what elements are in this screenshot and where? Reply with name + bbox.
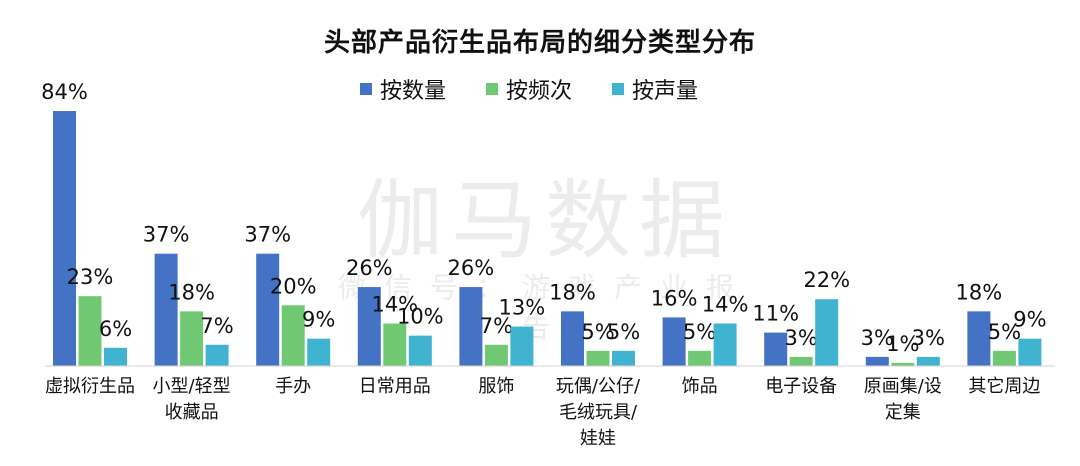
data-label-0-0: 84%	[41, 80, 88, 104]
bar-9-1	[992, 350, 1016, 366]
data-label-1-2: 7%	[200, 314, 233, 338]
bar-8-0	[865, 356, 889, 366]
data-label-2-0: 37%	[244, 223, 291, 247]
data-label-8-0: 3%	[861, 326, 894, 350]
data-label-6-0: 16%	[651, 286, 698, 310]
bar-3-0	[357, 287, 381, 366]
category-label-8-0: 原画集/设	[864, 376, 942, 397]
category-label-1-0: 小型/轻型	[153, 376, 231, 397]
category-label-4-0: 服饰	[478, 376, 514, 397]
category-label-0-0: 虚拟衍生品	[45, 376, 135, 397]
category-label-9-0: 其它周边	[968, 376, 1040, 397]
category-label-5-0: 玩偶/公仔/	[556, 376, 641, 397]
data-label-1-1: 18%	[168, 280, 215, 304]
data-label-8-2: 3%	[912, 326, 945, 350]
data-label-8-1: 1%	[886, 332, 919, 356]
category-label-1-1: 收藏品	[165, 402, 219, 423]
bar-6-2	[713, 323, 737, 366]
bar-1-0	[154, 253, 178, 366]
data-label-0-1: 23%	[67, 265, 114, 289]
data-label-3-2: 10%	[397, 305, 444, 329]
bar-0-1	[78, 296, 102, 366]
legend-label-0: 按数量	[380, 79, 447, 104]
bar-4-0	[459, 287, 483, 366]
data-label-5-0: 18%	[549, 280, 596, 304]
data-label-4-1: 7%	[480, 314, 513, 338]
bar-9-0	[967, 311, 991, 366]
legend-swatch-1	[486, 83, 499, 95]
bar-6-0	[662, 317, 686, 366]
bar-5-0	[561, 311, 584, 366]
data-label-6-1: 5%	[683, 320, 716, 344]
data-label-2-1: 20%	[270, 274, 317, 298]
data-label-4-0: 26%	[448, 256, 495, 280]
legend-item-2: 按声量	[612, 73, 698, 105]
bar-8-1	[891, 362, 915, 366]
data-label-9-2: 9%	[1013, 308, 1046, 332]
category-label-6-0: 饰品	[682, 376, 718, 397]
bar-2-1	[281, 305, 305, 366]
bar-5-1	[586, 350, 610, 366]
category-label-3-0: 日常用品	[359, 376, 431, 397]
bar-0-0	[53, 111, 76, 366]
bar-1-1	[180, 311, 204, 366]
bar-8-2	[916, 356, 940, 366]
category-label-2-0: 手办	[275, 376, 311, 397]
bar-4-1	[484, 344, 508, 366]
bar-6-1	[688, 350, 712, 366]
data-label-3-0: 26%	[346, 256, 393, 280]
bar-7-0	[764, 332, 788, 366]
legend-label-1: 按频次	[506, 79, 573, 104]
data-label-0-2: 6%	[99, 317, 132, 341]
data-label-3-1: 14%	[371, 293, 418, 317]
data-label-6-2: 14%	[702, 293, 749, 317]
legend-swatch-2	[612, 83, 625, 95]
bar-7-2	[815, 299, 839, 366]
data-label-9-1: 5%	[988, 320, 1021, 344]
data-label-7-0: 11%	[752, 302, 799, 326]
chart-title: 头部产品衍生品布局的细分类型分布	[323, 28, 756, 58]
bar-9-2	[1018, 338, 1042, 366]
category-label-5-1: 毛绒玩具/	[559, 402, 638, 423]
bar-3-2	[408, 335, 432, 366]
bar-1-2	[205, 344, 229, 366]
legend-item-0: 按数量	[360, 73, 446, 105]
bar-4-2	[510, 326, 534, 366]
data-label-5-1: 5%	[581, 320, 614, 344]
data-label-7-2: 22%	[803, 268, 850, 292]
bar-2-0	[256, 253, 280, 366]
data-label-5-2: 5%	[607, 320, 640, 344]
bar-0-2	[104, 347, 127, 366]
category-label-8-1: 定集	[885, 402, 921, 423]
bar-3-1	[383, 323, 407, 366]
bar-7-1	[789, 356, 813, 366]
bar-5-2	[612, 350, 635, 366]
data-label-1-0: 37%	[143, 223, 190, 247]
data-label-2-2: 9%	[302, 308, 335, 332]
legend-item-1: 按频次	[486, 73, 572, 105]
legend-swatch-0	[360, 83, 372, 95]
data-label-7-1: 3%	[785, 326, 818, 350]
legend-label-2: 按声量	[632, 79, 699, 104]
category-label-5-2: 娃娃	[580, 428, 616, 449]
data-label-9-0: 18%	[956, 280, 1003, 304]
bar-2-2	[307, 338, 331, 366]
data-label-4-2: 13%	[499, 296, 546, 320]
legend: 按数量 按频次 按声量	[360, 74, 698, 104]
category-label-7-0: 电子设备	[765, 376, 837, 397]
